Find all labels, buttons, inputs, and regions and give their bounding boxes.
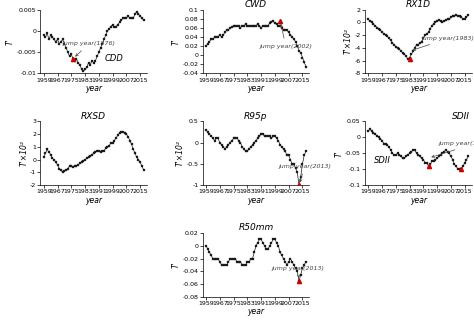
Text: SDII: SDII — [374, 156, 391, 165]
Title: CWD: CWD — [245, 0, 267, 9]
X-axis label: year: year — [410, 196, 427, 205]
X-axis label: year: year — [85, 196, 102, 205]
Text: jump year(1994,2013): jump year(1994,2013) — [432, 141, 474, 157]
Text: jump year(1983): jump year(1983) — [413, 36, 474, 50]
Text: jump year(1976): jump year(1976) — [63, 41, 116, 56]
Y-axis label: T'×10²: T'×10² — [176, 140, 185, 166]
X-axis label: year: year — [247, 308, 264, 317]
Text: jump year(2002): jump year(2002) — [259, 24, 312, 48]
Title: R95p: R95p — [244, 112, 268, 121]
Text: jump year(2013): jump year(2013) — [272, 266, 325, 277]
Text: jump year(2013): jump year(2013) — [278, 163, 331, 182]
Y-axis label: T': T' — [172, 262, 181, 268]
Y-axis label: T': T' — [172, 38, 181, 45]
Y-axis label: T'×10²: T'×10² — [19, 140, 28, 166]
Title: R50mm: R50mm — [238, 223, 273, 232]
X-axis label: year: year — [85, 84, 102, 93]
Title: RXSD: RXSD — [81, 112, 106, 121]
Title: RX1D: RX1D — [406, 0, 431, 9]
Y-axis label: T'×10²: T'×10² — [344, 29, 353, 55]
Text: SDII: SDII — [452, 112, 469, 121]
Text: CDD: CDD — [105, 54, 124, 63]
X-axis label: year: year — [410, 84, 427, 93]
X-axis label: year: year — [247, 196, 264, 205]
Y-axis label: T': T' — [335, 150, 344, 157]
Y-axis label: T': T' — [6, 38, 15, 45]
X-axis label: year: year — [247, 84, 264, 93]
